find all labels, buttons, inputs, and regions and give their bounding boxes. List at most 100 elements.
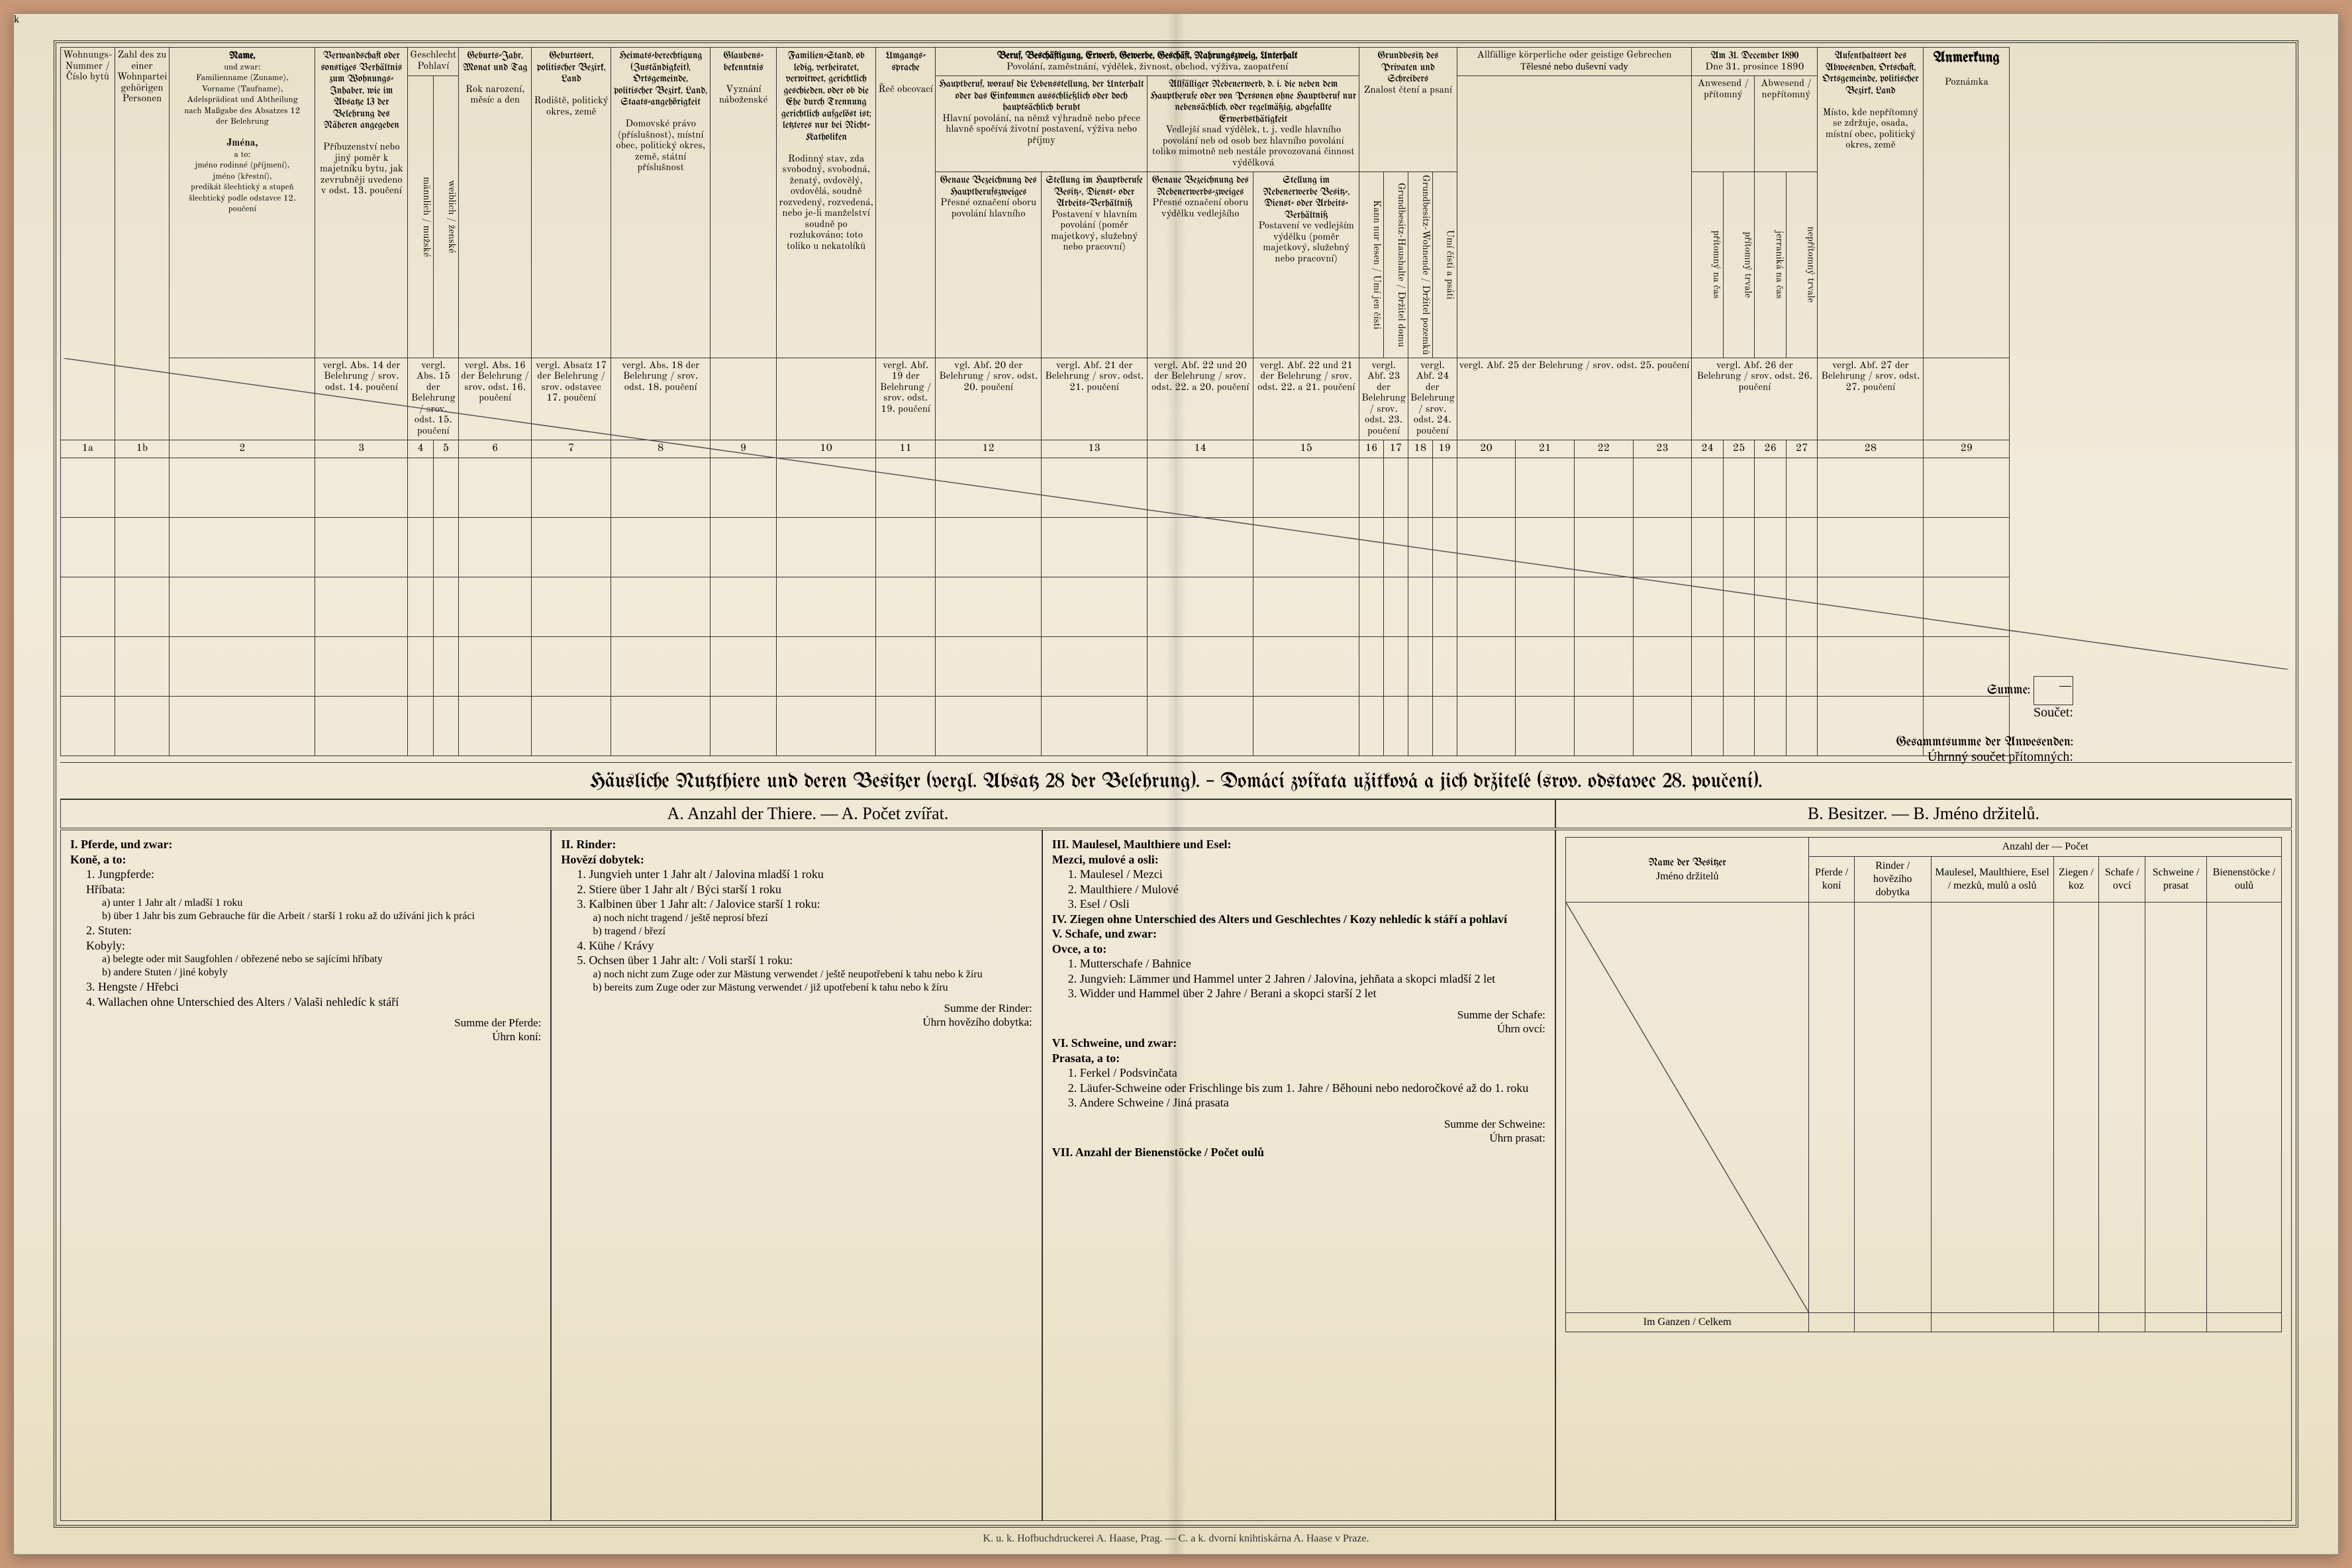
a-II5a: a) noch nicht zum Zuge oder zur Mästung …: [593, 968, 1032, 981]
ref20: vergl. Abf. 25 der Belehrung / srov. ods…: [1457, 358, 1692, 440]
oh4: Ziegen / koz: [2053, 857, 2099, 903]
gebrechen-cz: Tělesné nebo duševní vady: [1520, 62, 1628, 72]
a-III2: 2. Maulthiere / Mulové: [1068, 882, 1545, 897]
oh7: Bienenstöcke / oulů: [2207, 857, 2282, 903]
n7: 7: [532, 440, 611, 458]
neben-g-cz: Vedlejší snad výdělek, t. j. vedle hlavn…: [1152, 125, 1355, 168]
owner-count-head: Anzahl der — Počet: [1809, 838, 2282, 857]
col-date: Am 31. December 1890 Dne 31. prosince 18…: [1692, 48, 1818, 76]
gesamt-de: Gesammtsumme der Anwesenden:: [1896, 736, 2073, 750]
ref7: vergl. Abs. 18 der Belehrung / srov. ods…: [611, 358, 710, 440]
oh5: Schafe / ovcí: [2099, 857, 2145, 903]
animals-area: I. Pferde, und zwar: Koně, a to: 1. Jung…: [60, 830, 2292, 1521]
col-glauben-de: Glaubens-bekenntnis: [723, 50, 763, 73]
col-sprache: Umgangs-sprache Řeč obcovací: [876, 48, 936, 358]
col-glauben-cz: Vyznání náboženské: [719, 85, 767, 106]
c13-de: Stellung im Hauptberufe Besitz-, Dienst-…: [1046, 175, 1143, 209]
oh2: Rinder / hovězího dobytka: [1854, 857, 1931, 903]
col-sprache-de: Umgangs-sprache: [885, 50, 925, 73]
haupt-de: Hauptberuf, worauf die Lebensstellung, d…: [939, 79, 1144, 113]
col-geburt: Geburts-Jahr, Monat und Tag Rok narození…: [459, 48, 532, 358]
anm-cz: Poznámka: [1945, 77, 1988, 87]
owners-col: Name der Besitzer Jméno držitelů Anzahl …: [1555, 830, 2292, 1521]
n24: 24: [1692, 440, 1724, 458]
c26: jerraniká na čas: [1755, 172, 1787, 358]
n15: 15: [1253, 440, 1359, 458]
n21: 21: [1516, 440, 1575, 458]
a-II4: 4. Kühe / Krávy: [577, 938, 1032, 954]
c17: Grundbesitz-Haushalte / Držitel domu: [1384, 172, 1408, 358]
owner-total-row: Im Ganzen / Celkem: [1565, 1313, 2281, 1332]
grund-de: Grundbesitz des Privaten und Schreibers: [1377, 50, 1438, 84]
a-I: I. Pferde, und zwar: Koně, a to:: [70, 838, 172, 866]
col-abwesend: Abwesend / nepřítomný: [1755, 76, 1818, 172]
ref10: vergl. Abf. 19 der Belehrung / srov. ods…: [876, 358, 936, 440]
ref24: vergl. Abf. 26 der Belehrung / srov. ods…: [1692, 358, 1818, 440]
col-familienstand: Familien-Stand, ob ledig, verheiratet, v…: [777, 48, 876, 358]
col15: Stellung im Nebenerwerbe Besitz-, Dienst…: [1253, 172, 1359, 358]
date-cz: Dne 31. prosince 1890: [1705, 62, 1804, 72]
ref3: vergl. Abs. 14 der Belehrung / srov. ods…: [315, 358, 408, 440]
a-V3: 3. Widder und Hammel über 2 Jahre / Bera…: [1068, 986, 1545, 1001]
c15-cz: Postavení ve vedlejším výdělku (poměr ma…: [1258, 221, 1354, 264]
n25: 25: [1723, 440, 1755, 458]
table-row: [61, 637, 2010, 697]
soucet-label: Součet:: [1896, 705, 2073, 720]
oh1: Pferde / koní: [1809, 857, 1854, 903]
c27: nepřítomný trvale: [1786, 172, 1818, 358]
ref6: vergl. Absatz 17 der Belehrung / srov. o…: [532, 358, 611, 440]
col-name: Name, und zwar: Familienname (Zuname), V…: [170, 48, 315, 358]
col-ort-cz: Rodiště, politický okres, země: [534, 96, 609, 117]
c18: Grundbesitz-Wohnende / Držitel pozemků: [1408, 172, 1432, 358]
owners-table: Name der Besitzer Jméno držitelů Anzahl …: [1565, 837, 2282, 1332]
ref13: vergl. Abf. 21 der Belehrung / srov. ods…: [1042, 358, 1148, 440]
n2: 2: [170, 440, 315, 458]
a-IV: IV. Ziegen ohne Unterschied des Alters u…: [1052, 912, 1507, 926]
col13: Stellung im Hauptberufe Besitz-, Dienst-…: [1042, 172, 1148, 358]
aufenthalt-cz: Místo, kde nepřítomný se zdržuje, osada,…: [1823, 108, 1919, 151]
col-geburtsort: Geburtsort, politischer Bezirk, Land Rod…: [532, 48, 611, 358]
a-II3: 3. Kalbinen über 1 Jahr alt: / Jalovice …: [577, 897, 1032, 912]
n12: 12: [936, 440, 1042, 458]
col-heimat-cz: Domovské právo (příslušnost), místní obe…: [616, 119, 705, 173]
a-III3: 3. Esel / Osli: [1068, 897, 1545, 912]
a-I1: 1. Jungpferde: Hříbata:: [86, 867, 541, 897]
c16: Kann nur lesen / Umí jen čísti: [1359, 172, 1384, 358]
a-VIsum: Summe der Schweine: Úhrn prasat:: [1052, 1117, 1545, 1146]
n29: 29: [1924, 440, 2010, 458]
table-row: [61, 577, 2010, 637]
col-name-de: und zwar: Familienname (Zuname), Vorname…: [184, 64, 300, 127]
animals-title-text: Häusliche Nutzthiere und deren Besitzer …: [589, 771, 1762, 793]
beruf-de: Beruf, Beschäftigung, Erwerb, Gewerbe, G…: [997, 50, 1297, 61]
a-II2: 2. Stiere über 1 Jahr alt / Býci starší …: [577, 882, 1032, 897]
haupt-cz: Hlavní povolání, na němž výhradně nebo p…: [942, 114, 1140, 146]
a-I1a: a) unter 1 Jahr alt / mladší 1 roku: [102, 897, 541, 910]
n22: 22: [1574, 440, 1633, 458]
n14: 14: [1148, 440, 1253, 458]
ref28: vergl. Abf. 27 der Belehrung / srov. ods…: [1818, 358, 1924, 440]
col-female: weiblich / ženské: [433, 76, 458, 358]
ref4: vergl. Abs. 15 der Belehrung / srov. ods…: [408, 358, 459, 440]
col-beruf-group: Beruf, Beschäftigung, Erwerb, Gewerbe, G…: [936, 48, 1359, 76]
col-geburt-cz: Rok narození, měsíc a den: [466, 85, 524, 106]
subsection-bar: A. Anzahl der Thiere. — A. Počet zvířat.…: [60, 799, 2292, 828]
a-II: II. Rinder: Hovězí dobytek:: [561, 838, 644, 866]
c14-cz: Přesné označení oboru výdělku vedlejšího: [1152, 198, 1248, 219]
c12-cz: Přesné označení oboru povolání hlavního: [940, 198, 1036, 219]
n20: 20: [1457, 440, 1516, 458]
animals-title: Häusliche Nutzthiere und deren Besitzer …: [60, 762, 2292, 799]
a-Isum: Summe der Pferde: Úhrn koní:: [70, 1016, 541, 1044]
animals-col-1: I. Pferde, und zwar: Koně, a to: 1. Jung…: [60, 830, 551, 1521]
a-I2a: a) belegte oder mit Saugfohlen / obřezen…: [102, 953, 541, 966]
col-aufenthalt: Aufenthaltsort des Abwesenden, Ortschaft…: [1818, 48, 1924, 358]
col-name-title-cz: Jména,: [226, 138, 258, 148]
date-de: Am 31. December 1890: [1710, 50, 1798, 61]
ref18: vergl. Abf. 24 der Belehrung / srov. ods…: [1408, 358, 1457, 440]
a-II5: 5. Ochsen über 1 Jahr alt: / Voli starší…: [577, 953, 1032, 968]
own-name-cz: Jméno držitelů: [1656, 871, 1719, 882]
n10: 10: [777, 440, 876, 458]
n1a: 1a: [61, 440, 115, 458]
a-Vsum: Summe der Schafe: Úhrn ovcí:: [1052, 1008, 1545, 1036]
a-I2b: b) andere Stuten / jiné kobyly: [102, 966, 541, 979]
a-IIsum: Summe der Rinder: Úhrn hovězího dobytka:: [561, 1001, 1032, 1030]
